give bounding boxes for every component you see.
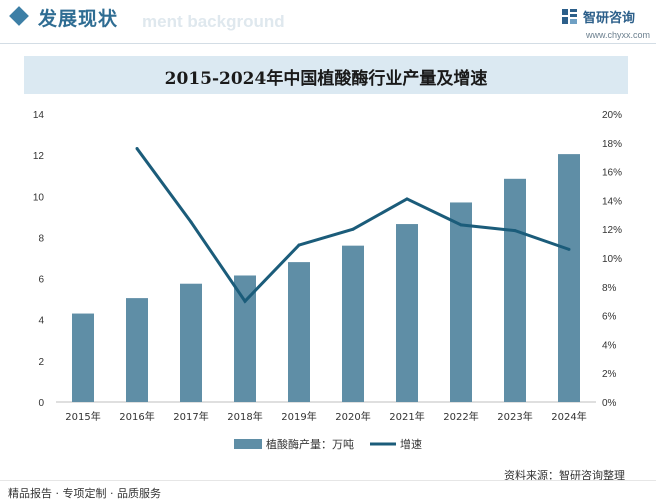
bar bbox=[504, 178, 526, 402]
x-tick-label: 2019年 bbox=[281, 410, 316, 423]
x-tick-label: 2018年 bbox=[227, 410, 262, 423]
x-tick-label: 2021年 bbox=[389, 410, 424, 423]
x-tick-label: 2020年 bbox=[335, 410, 370, 423]
line-point bbox=[297, 243, 301, 247]
y-right-tick-label: 4% bbox=[602, 340, 617, 351]
x-tick-label: 2023年 bbox=[497, 410, 532, 423]
y-right-tick-label: 2% bbox=[602, 369, 617, 380]
y-left-tick-label: 12 bbox=[33, 151, 45, 162]
chart-title: 2015-2024年中国植酸酶行业产量及增速 bbox=[164, 69, 488, 89]
line-point bbox=[567, 247, 571, 251]
line-point bbox=[513, 229, 517, 233]
y-left-tick-label: 2 bbox=[38, 357, 44, 368]
header: 发展现状 ment background 智研咨询 www.chyxx.com bbox=[0, 0, 656, 40]
brand-name: 智研咨询 bbox=[583, 11, 636, 26]
x-tick-label: 2016年 bbox=[119, 410, 154, 423]
line-point bbox=[243, 299, 247, 303]
line-point bbox=[459, 223, 463, 227]
legend-bar-label: 植酸酶产量：万吨 bbox=[266, 437, 354, 451]
data-source: 资料来源：智研咨询整理 bbox=[504, 469, 625, 482]
chart-canvas: 0 2 4 6 8 10 12 14 0% 2% 4% 6% 8% 10% 12% 14% 16% 18% 20% 2… bbox=[33, 110, 622, 451]
background-watermark-text: ment background bbox=[142, 12, 285, 31]
x-tick-label: 2017年 bbox=[173, 410, 208, 423]
y-right-tick-label: 16% bbox=[602, 168, 622, 179]
y-left-tick-label: 6 bbox=[38, 275, 44, 286]
line-point bbox=[351, 227, 355, 231]
bar bbox=[396, 224, 418, 402]
y-left-tick-label: 14 bbox=[33, 110, 45, 121]
bar bbox=[450, 202, 472, 402]
bar bbox=[234, 275, 256, 402]
legend-line-label: 增速 bbox=[400, 437, 422, 451]
y-right-tick-label: 8% bbox=[602, 283, 617, 294]
x-tick-label: 2015年 bbox=[65, 410, 100, 423]
header-divider bbox=[0, 43, 656, 44]
y-left-tick-label: 8 bbox=[38, 233, 44, 244]
y-right-tick-label: 0% bbox=[602, 398, 617, 409]
bar bbox=[558, 154, 580, 402]
bar bbox=[180, 283, 202, 402]
bar bbox=[342, 245, 364, 402]
y-right-tick-label: 12% bbox=[602, 225, 622, 236]
y-right-tick-label: 14% bbox=[602, 196, 622, 207]
line-point bbox=[135, 147, 139, 151]
brand-logo-icon bbox=[562, 9, 577, 24]
footer-tagline: 精品报告 · 专项定制 · 品质服务 bbox=[8, 487, 161, 500]
x-tick-label: 2022年 bbox=[443, 410, 478, 423]
y-left-tick-label: 0 bbox=[38, 398, 44, 409]
y-right-tick-label: 18% bbox=[602, 139, 622, 150]
bar bbox=[72, 313, 94, 402]
brand-url: www.chyxx.com bbox=[586, 30, 651, 40]
footer-divider bbox=[0, 480, 656, 481]
y-right-tick-label: 10% bbox=[602, 254, 622, 265]
y-left-tick-label: 4 bbox=[38, 316, 44, 327]
y-right-tick-label: 20% bbox=[602, 110, 622, 121]
legend-bar-swatch bbox=[234, 439, 262, 449]
bar bbox=[126, 298, 148, 402]
chart-title-band: 2015-2024年中国植酸酶行业产量及增速 bbox=[24, 56, 628, 94]
y-left-tick-label: 10 bbox=[33, 192, 45, 203]
line-point bbox=[405, 197, 409, 201]
x-tick-label: 2024年 bbox=[551, 410, 586, 423]
bar bbox=[288, 262, 310, 402]
section-title: 发展现状 bbox=[38, 8, 119, 30]
line-point bbox=[189, 220, 193, 224]
y-right-tick-label: 6% bbox=[602, 312, 617, 323]
